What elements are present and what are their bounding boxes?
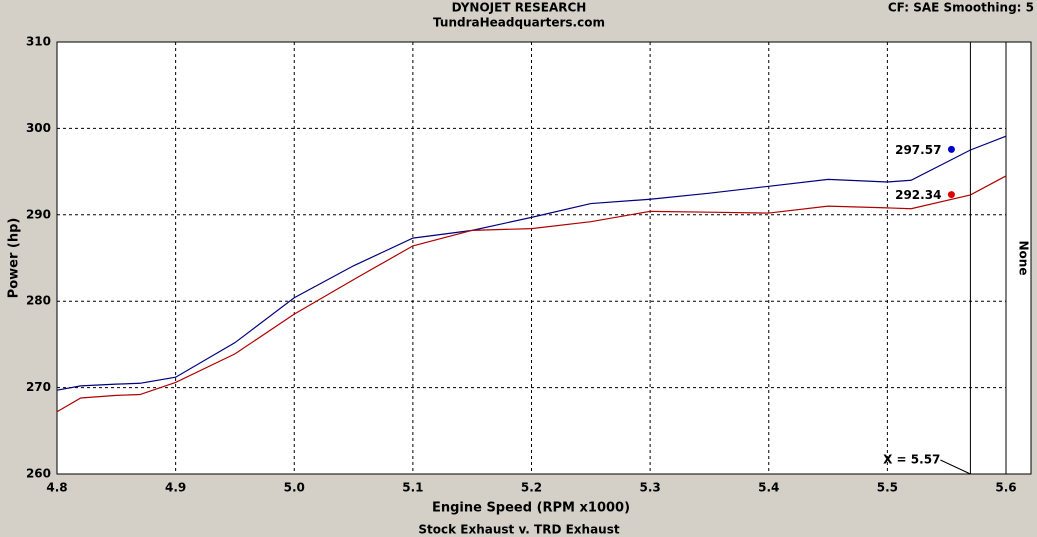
x-tick-label: 5.6	[995, 481, 1016, 495]
side-panel	[1005, 41, 1032, 475]
power-line	[56, 135, 1007, 391]
x-tick-label: 5.0	[284, 481, 305, 495]
y-tick-label: 280	[26, 294, 51, 308]
x-tick-label: 5.5	[877, 481, 898, 495]
x-tick-label: 5.4	[758, 481, 779, 495]
x-axis-label: Engine Speed (RPM x1000)	[432, 501, 630, 516]
side-label: None	[1017, 241, 1031, 276]
y-axis-label: Power (hp)	[7, 218, 22, 299]
x-tick-label: 4.8	[46, 481, 67, 495]
settings: CF: SAE Smoothing: 5	[888, 1, 1034, 15]
y-tick-label: 300	[26, 121, 51, 135]
cursor-pointer	[940, 459, 971, 475]
chart-subtitle: TundraHeadquarters.com	[433, 16, 605, 30]
x-tick-label: 5.3	[639, 481, 660, 495]
readout-dot	[947, 145, 955, 153]
x-tick-label: 4.9	[165, 481, 186, 495]
readout-label: 297.57	[895, 143, 941, 157]
readout-label: 292.34	[895, 188, 941, 202]
y-tick-label: 290	[26, 207, 51, 221]
x-tick-label: 5.2	[521, 481, 542, 495]
caption: Stock Exhaust v. TRD Exhaust	[418, 523, 619, 537]
cursor-label: X = 5.57	[883, 453, 940, 467]
x-tick-label: 5.1	[402, 481, 423, 495]
y-tick-label: 260	[26, 467, 51, 481]
y-tick-label: 270	[26, 380, 51, 394]
chart-title: DYNOJET RESEARCH	[452, 1, 587, 15]
y-tick-label: 310	[26, 35, 51, 49]
readout-dot	[947, 191, 955, 199]
power-line	[56, 175, 1007, 413]
